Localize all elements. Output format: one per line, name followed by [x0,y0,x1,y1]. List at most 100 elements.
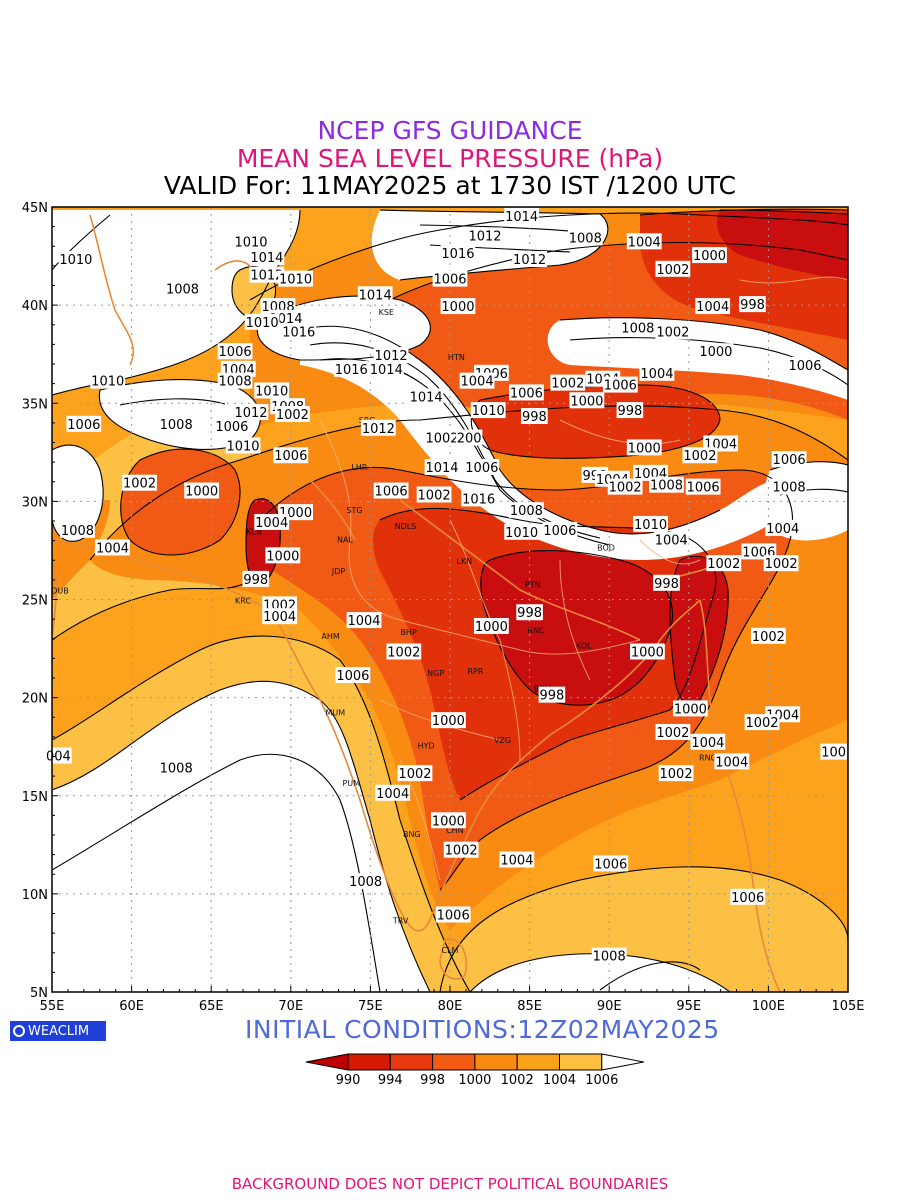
fill-1006-arabian-sea [52,636,470,992]
lon-tick-label: 105E [831,999,864,1014]
colorbar-label: 1002 [501,1073,534,1088]
contour-label: 1002 [745,716,778,731]
city-label: PUM [342,779,360,788]
contour-label: 998 [243,573,268,588]
contour-label: 998 [517,606,542,621]
isobar [569,337,848,386]
contour-label-box [714,753,750,770]
contour-label: 1000 [432,714,465,729]
boundary [449,519,521,761]
contour-label-box [90,372,126,389]
contour-label-box [706,555,742,572]
contour-label-box [739,296,766,313]
lon-tick-label: 70E [278,999,303,1014]
contour-label: 1008 [773,481,806,496]
contour-label-box [440,245,476,262]
isobar [52,635,471,992]
contour-label: 1000 [631,645,664,660]
contour-label: 1002 [123,477,156,492]
city-label: KOL [576,642,592,651]
contour-label-box [655,723,691,740]
contour-label: 1002 [445,844,478,859]
contour-label-box [626,439,662,456]
contour-label-box [655,323,691,340]
contour-label: 1010 [505,526,538,541]
contour-label-box [184,482,220,499]
contour-label-box [233,233,269,250]
contour-label: 1000 [699,345,732,360]
lat-tick-label: 35N [22,397,48,412]
contour-label: 1006 [215,420,248,435]
isobar [379,507,717,801]
contour-label-box [333,360,369,377]
contour-label-box [244,313,280,330]
lon-tick-label: 95E [676,999,701,1014]
contour-label: 1004 [347,614,380,629]
river [399,499,641,641]
contour-label: 1004 [461,375,494,390]
contour-label-box [658,765,694,782]
contour-label: 200 [457,432,482,447]
lat-tick-label: 15N [22,790,48,805]
city-label: KRC [235,596,251,605]
contour-label: 1006 [219,345,252,360]
fill-lt998-ganges [480,550,673,706]
boundary [559,419,681,445]
contour-label: 1016 [335,363,368,378]
isobar [89,405,848,561]
contour-label: 1002 [765,557,798,572]
contour-label: 1014 [359,288,392,303]
contour-label-box [550,374,586,391]
contour-label: 1000 [266,549,299,564]
contour-label: 1002 [418,488,451,503]
boundary [319,419,401,621]
contour-label-box [254,513,290,530]
lat-tick-label: 20N [22,692,48,707]
colorbar-segment [474,1053,518,1071]
city-labels: KSEHTNSRGLHRSTGNDLSNALJDPLKNPTNKCBDUBKRC… [51,308,717,955]
contour-label-box [461,490,497,507]
isobar [379,209,609,281]
contour-label-box [58,250,94,267]
city-label: BHP [400,628,417,637]
lon-tick-label: 65E [199,999,224,1014]
contour-label-box [473,617,509,634]
contour-label: 1010 [279,273,312,288]
lon-tick-label: 80E [438,999,463,1014]
contour-label: 1006 [773,453,806,468]
longitude-axis: 55E 60E 65E 70E 75E 80E 85E 90E 95E 100E 105E [40,986,865,1014]
contour-label: 1006 [543,524,576,539]
contour-label-box [653,531,689,548]
contour-label: 1004 [263,610,296,625]
city-label: RNC [527,626,545,635]
contour-label: 1006 [336,669,369,684]
contour-label: 1014 [425,461,458,476]
contour-label-box [435,906,471,923]
contour-label-box [639,364,675,381]
isobar [439,866,848,992]
coastline-arabia [52,559,58,641]
contour-label-box [431,712,466,729]
contour-label: 1004 [628,235,661,250]
contour-label: 1014 [250,251,283,266]
contour-label: 1000 [628,441,661,456]
fill-gt1006-tarim-n [371,210,608,280]
isobar [119,398,226,406]
contour-label-box [375,784,411,801]
contour-label-box [360,419,396,436]
lon-tick-label: 75E [358,999,383,1014]
contour-label: 998 [654,577,679,592]
contour-label: 1010 [472,404,505,419]
contour-label-box [233,404,269,421]
contour-label-box [685,478,721,495]
city-label: LKN [456,557,472,566]
contour-label-box [567,229,603,246]
contour-label-box [217,372,253,389]
contour-label-box [467,227,503,244]
contour-label-box [348,873,384,890]
contour-label-box [158,415,194,432]
isobar [257,295,431,361]
contour-label: 1006 [437,908,470,923]
contour-label: 1004 [96,541,129,556]
